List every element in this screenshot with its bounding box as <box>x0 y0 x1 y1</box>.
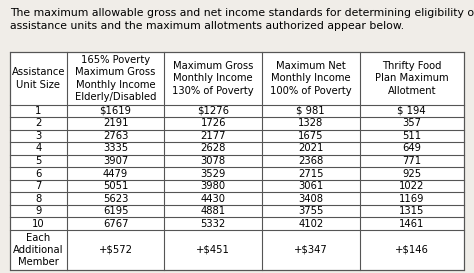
Text: 2368: 2368 <box>298 156 323 166</box>
Text: +$451: +$451 <box>196 245 230 255</box>
Text: Assistance
Unit Size: Assistance Unit Size <box>12 67 65 90</box>
Text: Thrifty Food
Plan Maximum
Allotment: Thrifty Food Plan Maximum Allotment <box>375 61 448 96</box>
Text: +$146: +$146 <box>395 245 428 255</box>
Text: 2715: 2715 <box>298 168 324 179</box>
Text: 4102: 4102 <box>298 219 323 229</box>
Text: 6: 6 <box>35 168 42 179</box>
Text: 2763: 2763 <box>103 131 128 141</box>
Text: Maximum Net
Monthly Income
100% of Poverty: Maximum Net Monthly Income 100% of Pover… <box>270 61 352 96</box>
Text: 3335: 3335 <box>103 144 128 153</box>
Text: 1169: 1169 <box>399 194 425 204</box>
Text: 4881: 4881 <box>201 206 226 216</box>
Text: 5332: 5332 <box>201 219 226 229</box>
Text: 8: 8 <box>35 194 42 204</box>
Text: 2191: 2191 <box>103 118 128 128</box>
Text: 6195: 6195 <box>103 206 128 216</box>
Text: 3755: 3755 <box>298 206 323 216</box>
Text: $ 981: $ 981 <box>296 106 325 116</box>
Text: 2: 2 <box>35 118 42 128</box>
Text: 1675: 1675 <box>298 131 324 141</box>
Text: 3078: 3078 <box>201 156 226 166</box>
Text: $1276: $1276 <box>197 106 229 116</box>
Text: 1022: 1022 <box>399 181 425 191</box>
Text: 9: 9 <box>35 206 42 216</box>
Text: 5051: 5051 <box>103 181 128 191</box>
Text: 649: 649 <box>402 144 421 153</box>
Bar <box>10 52 464 270</box>
Text: 4430: 4430 <box>201 194 226 204</box>
Text: +$347: +$347 <box>294 245 328 255</box>
Text: 5623: 5623 <box>103 194 128 204</box>
Text: 3061: 3061 <box>298 181 323 191</box>
Text: 2021: 2021 <box>298 144 323 153</box>
Text: 165% Poverty
Maximum Gross
Monthly Income
Elderly/Disabled: 165% Poverty Maximum Gross Monthly Incom… <box>75 55 156 102</box>
Text: 4: 4 <box>35 144 42 153</box>
Text: Each
Additional
Member: Each Additional Member <box>13 233 64 267</box>
Text: $ 194: $ 194 <box>398 106 426 116</box>
Text: 3: 3 <box>35 131 42 141</box>
Text: 925: 925 <box>402 168 421 179</box>
Text: 1726: 1726 <box>201 118 226 128</box>
Text: 5: 5 <box>35 156 42 166</box>
Text: 3529: 3529 <box>201 168 226 179</box>
Text: 4479: 4479 <box>103 168 128 179</box>
Text: Maximum Gross
Monthly Income
130% of Poverty: Maximum Gross Monthly Income 130% of Pov… <box>173 61 254 96</box>
Text: 511: 511 <box>402 131 421 141</box>
Text: 7: 7 <box>35 181 42 191</box>
Text: 3907: 3907 <box>103 156 128 166</box>
Text: 357: 357 <box>402 118 421 128</box>
Text: 6767: 6767 <box>103 219 128 229</box>
Text: 1461: 1461 <box>399 219 425 229</box>
Text: $1619: $1619 <box>100 106 132 116</box>
Text: 3408: 3408 <box>298 194 323 204</box>
Text: 2628: 2628 <box>201 144 226 153</box>
Text: +$572: +$572 <box>99 245 133 255</box>
Text: 3980: 3980 <box>201 181 226 191</box>
Text: 10: 10 <box>32 219 45 229</box>
Text: 1: 1 <box>35 106 42 116</box>
Text: 1315: 1315 <box>399 206 425 216</box>
Text: 2177: 2177 <box>201 131 226 141</box>
Text: 771: 771 <box>402 156 421 166</box>
Text: The maximum allowable gross and net income standards for determining eligibility: The maximum allowable gross and net inco… <box>10 8 474 31</box>
Text: 1328: 1328 <box>298 118 323 128</box>
